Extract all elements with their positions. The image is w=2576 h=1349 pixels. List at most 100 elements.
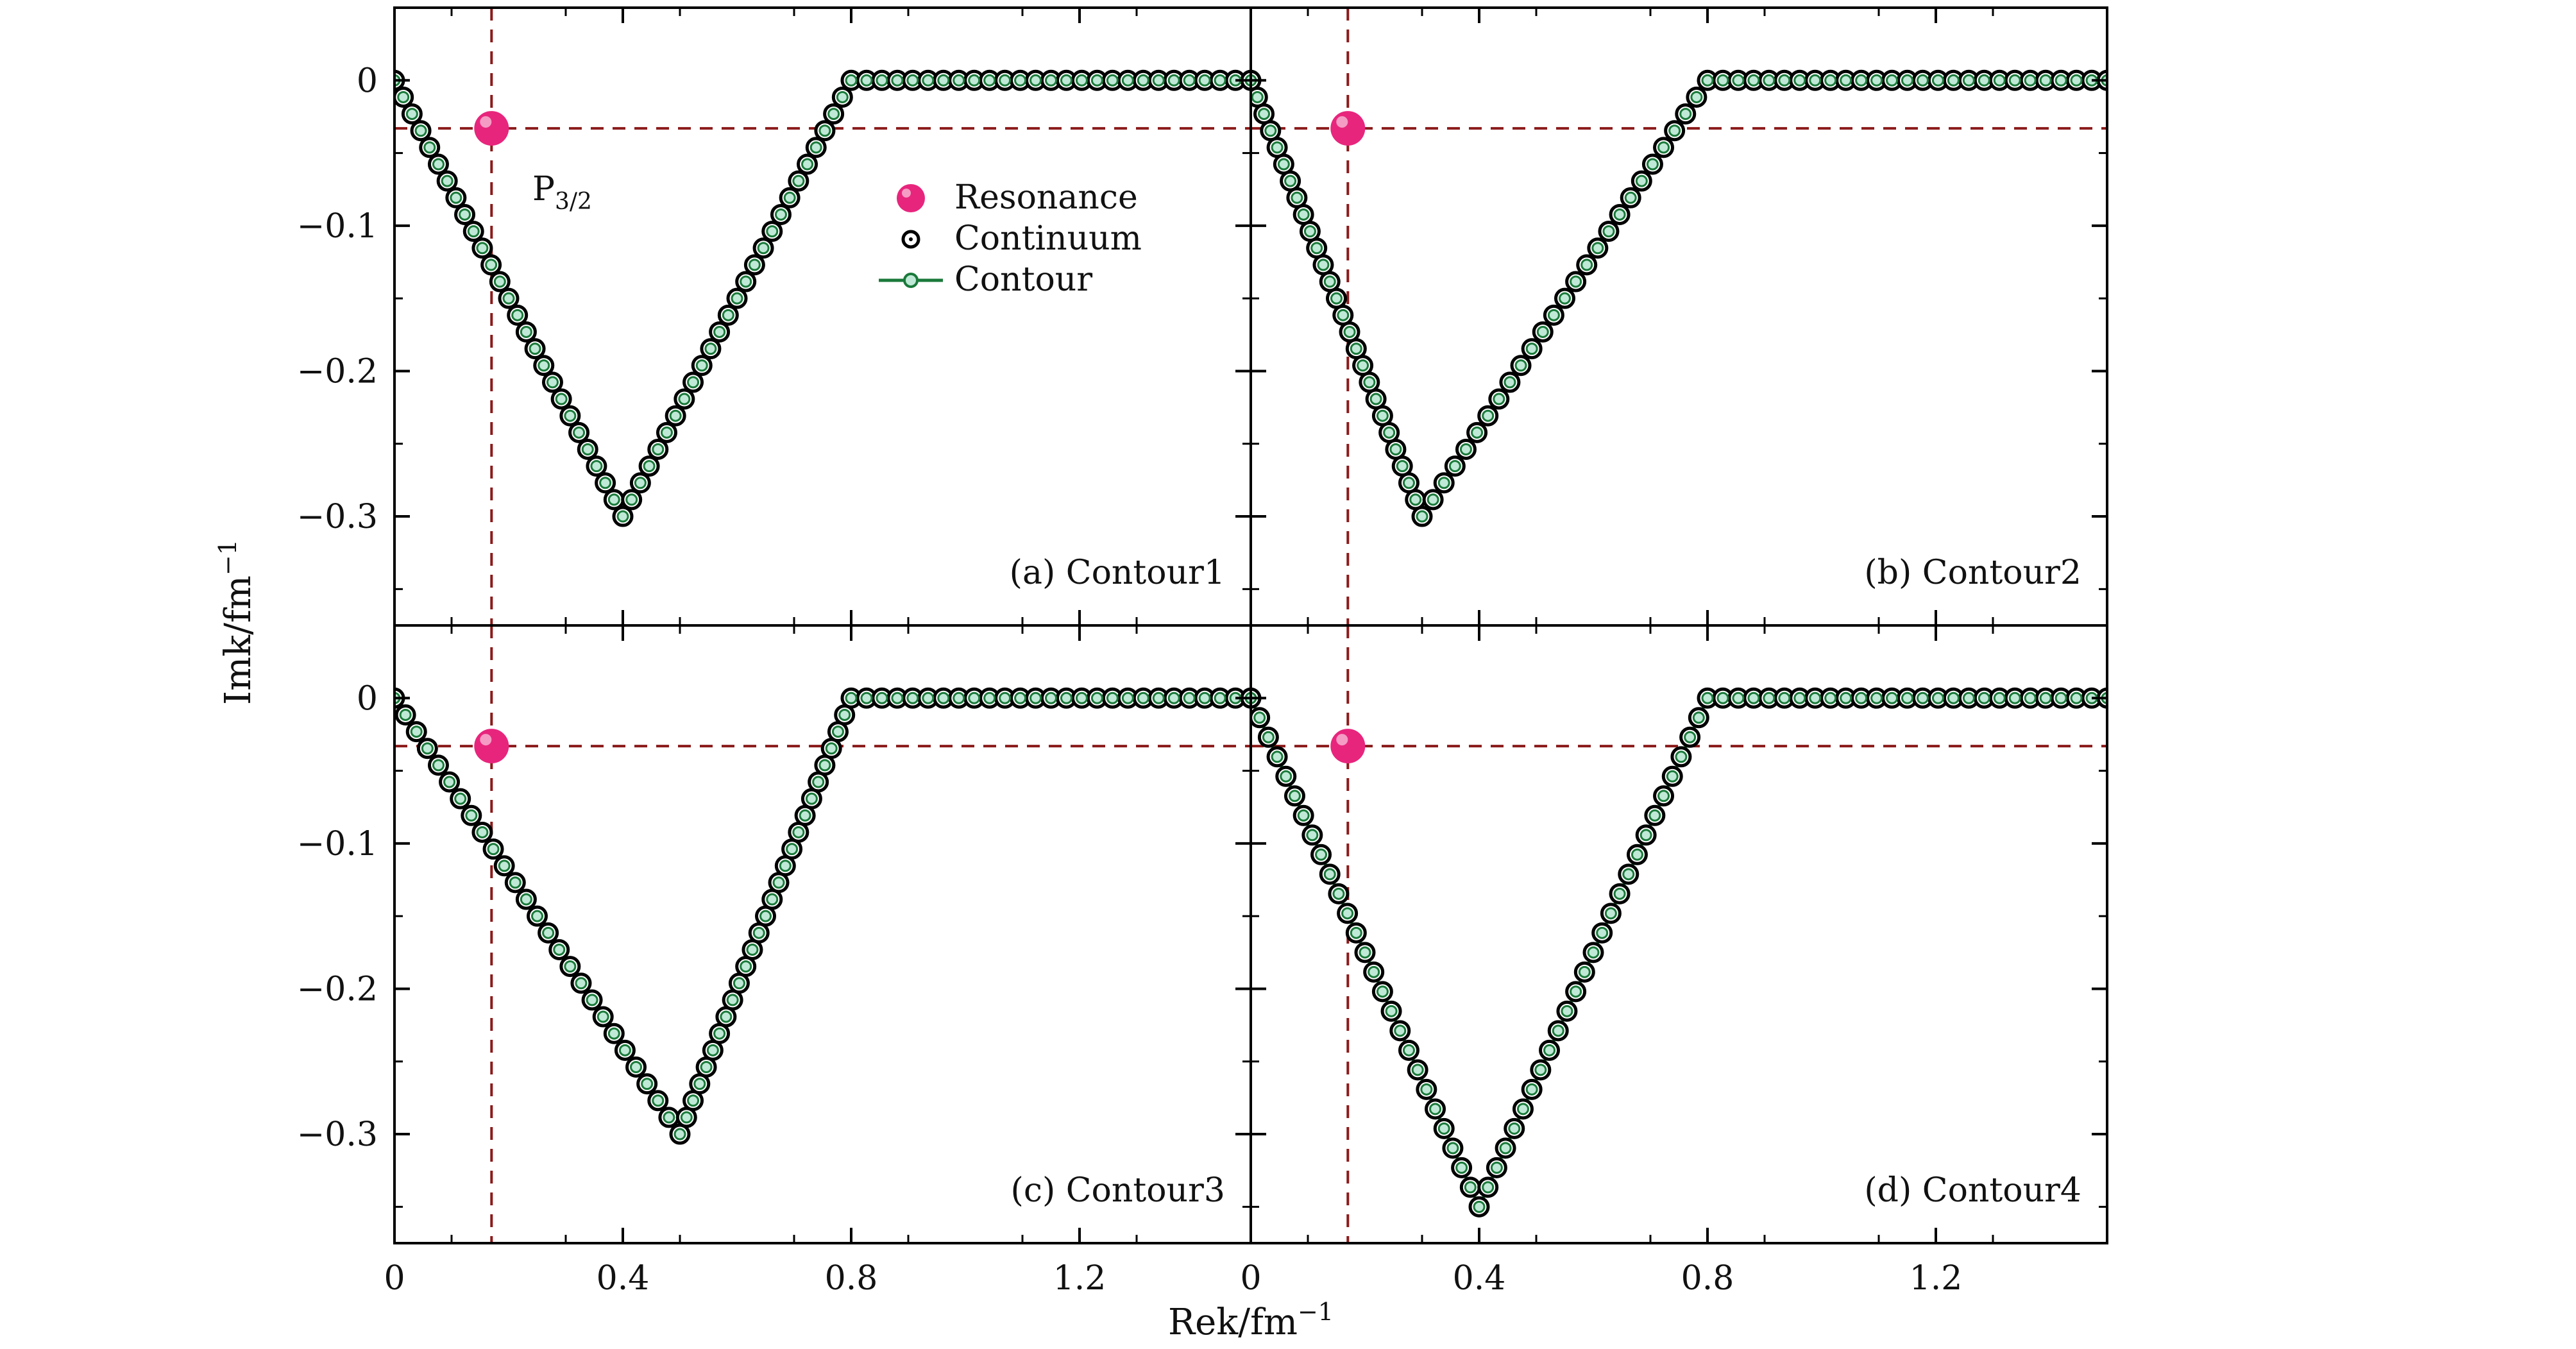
contour-point [876,691,888,704]
contour-point [1152,691,1165,704]
contour-point [759,910,772,922]
contour-point [1561,1005,1573,1017]
contour-point [1464,1181,1477,1194]
contour-point [663,1111,675,1124]
contour-point [1886,74,1899,87]
contour-point [1543,1044,1556,1056]
resonance-point [474,111,509,146]
panel-b: (b) Contour2 [1250,6,2108,627]
contour-point [1763,74,1775,87]
contour-point [405,108,418,121]
contour-point [1306,829,1319,842]
contour-point [1402,1044,1415,1056]
y-tick-label: 0 [357,679,378,718]
ticks [1250,6,2108,625]
contour-point [1389,443,1402,455]
contour-point [564,409,577,422]
contour-point [1359,946,1371,959]
contour-point [1409,493,1422,506]
contour-point [953,74,965,87]
contour-point [1587,946,1600,959]
contour-point [1167,691,1180,704]
contour-point [937,691,950,704]
contour-point [1778,74,1791,87]
legend-resonance-label: Resonance [954,178,1138,217]
contour-point [805,792,818,805]
contour-point [680,1111,693,1124]
contour-point [1198,74,1211,87]
x-tick-label: 1.2 [1910,1259,1963,1298]
panel-label: (a) Contour1 [1010,554,1225,592]
contour-point [891,74,904,87]
contour-point [1901,691,1913,704]
contour-point [564,960,577,973]
legend-resonance-marker [897,184,925,212]
contour-point [695,359,708,372]
contour-point [641,1078,654,1090]
contour-point [2070,74,2083,87]
contour-point [1337,309,1350,321]
contour-point [1471,426,1484,439]
contour-point [1978,691,1990,704]
contour-point [1427,493,1439,506]
contour-point [1547,309,1560,321]
contour-point [1570,985,1582,998]
y-tick-label: −0.1 [297,207,378,246]
contour-point [1323,868,1336,881]
contour-point [772,876,785,889]
contour-point [1437,1122,1450,1135]
panel-label: (b) Contour2 [1864,554,2081,592]
contour-point [1183,74,1196,87]
contour-point [520,893,532,906]
contour-point [1291,191,1303,204]
contour-point [1075,691,1088,704]
contour-point [740,960,752,973]
contour-point [757,242,770,255]
contour-point [1525,343,1538,355]
contour-point [1014,74,1027,87]
contour-point [1383,426,1396,439]
contour-point [441,174,453,187]
contour-point [968,691,981,704]
contour-point [1559,292,1571,305]
contour-point [1332,887,1345,900]
contour-point [1855,74,1868,87]
contour-point [1747,74,1760,87]
contour-point [2024,691,2037,704]
x-tick-label: 0 [1240,1259,1261,1298]
contour-point [520,325,532,338]
contour-point [827,108,840,121]
plot-area [1251,8,2107,625]
contour-point [529,343,541,355]
panel-c: 0 0.4 0.8 1.2 0 −0.1 −0.2 −0.3 (c) Contour3 [297,624,1252,1298]
x-tick-label: 0.8 [825,1259,878,1298]
contour-point [860,691,873,704]
y-tick-label: −0.2 [297,970,378,1008]
contour-point [643,460,656,473]
contour-point [1090,691,1103,704]
contour-point [674,1128,686,1141]
contour-point [1437,477,1450,489]
resonance-highlight [480,734,492,746]
contour-point [1369,393,1382,405]
contour-point [1459,443,1472,455]
y-tick-label: 0 [357,62,378,100]
panel-d: 0 0.4 0.8 1.2 (d) Contour4 [1240,624,2108,1298]
contour-point [1330,292,1343,305]
contour-point [845,691,858,704]
contour-point [1310,242,1323,255]
y-tick-label: −0.3 [297,498,378,536]
contour-point [660,426,673,439]
contour-point [454,792,467,805]
contour-point [2024,74,2037,87]
contour-point [792,826,805,838]
contour-point [1701,74,1714,87]
contour-point [485,259,498,271]
contour-point [399,708,412,721]
contour-point [476,242,489,255]
contour-point [818,759,831,772]
contour-point [1679,108,1692,121]
contour-point [1947,691,1960,704]
